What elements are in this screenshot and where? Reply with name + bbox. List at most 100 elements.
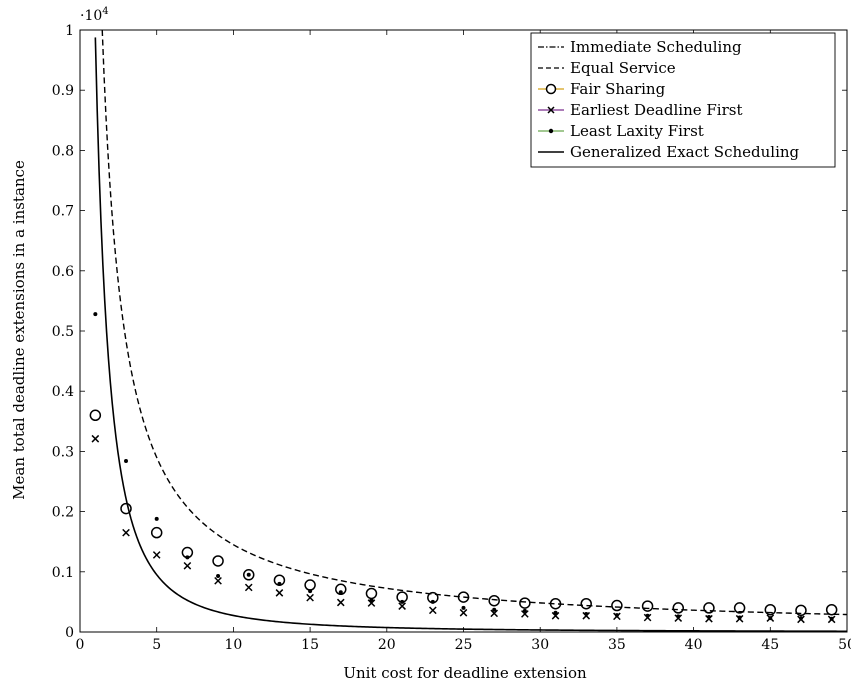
data-point	[672, 602, 685, 614]
series-earliest-deadline-first	[91, 434, 836, 624]
data-point	[522, 608, 527, 613]
data-point	[549, 597, 562, 610]
x-tick-label: 10	[224, 637, 242, 653]
data-point	[304, 579, 316, 591]
data-point	[150, 526, 163, 539]
x-tick-label: 30	[531, 637, 549, 653]
legend-label: Generalized Exact Scheduling	[570, 143, 800, 161]
data-point	[152, 551, 161, 559]
data-point	[277, 581, 282, 586]
data-point	[490, 609, 499, 618]
data-point	[93, 312, 98, 317]
data-point	[216, 574, 221, 579]
y-tick-label: 0.8	[52, 143, 74, 159]
y-tick-label: 1	[65, 23, 74, 39]
data-point	[369, 598, 374, 603]
data-point	[336, 598, 345, 607]
legend-item: Earliest Deadline First	[538, 101, 742, 119]
y-axis-multiplier-exponent: 4	[102, 6, 108, 17]
legend-label: Fair Sharing	[570, 80, 666, 98]
data-point	[737, 615, 742, 620]
data-point	[795, 604, 807, 617]
data-point	[706, 614, 711, 619]
data-point	[461, 605, 466, 610]
x-tick-label: 40	[685, 637, 703, 653]
legend-box	[530, 32, 836, 168]
data-point	[214, 576, 222, 585]
y-axis-multiplier: ·104	[80, 6, 109, 24]
data-point	[551, 611, 560, 620]
y-tick-label: 0.7	[52, 204, 74, 220]
series-equal-service	[101, 30, 847, 616]
y-tick-label: 0.3	[52, 444, 74, 460]
data-point	[246, 572, 251, 577]
data-point	[428, 606, 437, 615]
data-point	[676, 614, 681, 619]
data-point	[459, 608, 468, 617]
data-point	[242, 569, 255, 581]
y-tick-label: 0.9	[52, 83, 74, 99]
data-point	[430, 599, 435, 604]
legend-label: Equal Service	[570, 59, 676, 77]
data-point	[308, 589, 313, 594]
series-least-laxity-first	[93, 312, 834, 621]
data-point	[185, 555, 190, 560]
series-line	[101, 30, 847, 616]
plot-layer	[87, 30, 847, 632]
data-point	[338, 590, 343, 595]
legend-item: Fair Sharing	[538, 80, 666, 98]
x-tick-label: 25	[455, 637, 473, 653]
legend-marker	[548, 128, 554, 134]
y-tick-label: 0.6	[52, 264, 74, 280]
legend-item: Least Laxity First	[538, 122, 704, 140]
legend-item: Generalized Exact Scheduling	[538, 143, 800, 161]
data-point	[120, 502, 132, 515]
legend-item: Immediate Scheduling	[538, 38, 742, 56]
data-point	[183, 561, 192, 570]
y-tick-label: 0.4	[52, 384, 74, 400]
data-point	[398, 602, 406, 610]
data-point	[825, 603, 838, 616]
x-tick-label: 0	[76, 637, 85, 653]
series-generalized-exact-scheduling	[94, 37, 847, 632]
data-point	[365, 587, 378, 600]
y-tick-label: 0.1	[52, 565, 74, 581]
legend-marker	[547, 106, 555, 114]
data-point	[611, 599, 623, 612]
data-point	[768, 616, 773, 621]
data-point	[641, 600, 654, 612]
legend-marker	[545, 83, 557, 95]
data-point	[580, 597, 592, 610]
data-point	[829, 616, 834, 621]
legend-item: Equal Service	[538, 59, 676, 77]
y-axis-multiplier-base: ·10	[80, 8, 102, 24]
data-point	[244, 583, 253, 592]
data-point	[553, 610, 558, 615]
data-point	[521, 610, 529, 618]
legend-label: Least Laxity First	[570, 122, 704, 140]
x-axis-title: Unit cost for deadline extension	[343, 664, 587, 682]
x-tick-label: 50	[838, 637, 851, 653]
data-point	[275, 589, 284, 597]
data-point	[519, 597, 531, 609]
data-point	[584, 611, 589, 616]
series-line	[94, 37, 847, 632]
data-point	[488, 594, 500, 607]
data-point	[764, 603, 777, 616]
data-point	[306, 593, 314, 602]
data-point	[122, 528, 130, 537]
y-tick-label: 0	[65, 625, 74, 641]
x-tick-label: 20	[378, 637, 396, 653]
y-axis-title: Mean total deadline extensions in a inst…	[10, 160, 28, 500]
x-tick-label: 15	[301, 637, 319, 653]
plot-area	[87, 30, 847, 632]
data-point	[733, 602, 746, 614]
data-point	[492, 607, 497, 612]
data-point	[703, 602, 715, 614]
data-point	[91, 434, 100, 443]
legend-label: Immediate Scheduling	[570, 38, 742, 56]
data-point	[457, 591, 470, 603]
x-tick-label: 5	[152, 637, 161, 653]
axes-layer: 0 5 10 15 20 25 30 35 40 45 50 0 0.1 0.2 0.3 0.4 0.5 0.6 0…	[52, 23, 851, 653]
